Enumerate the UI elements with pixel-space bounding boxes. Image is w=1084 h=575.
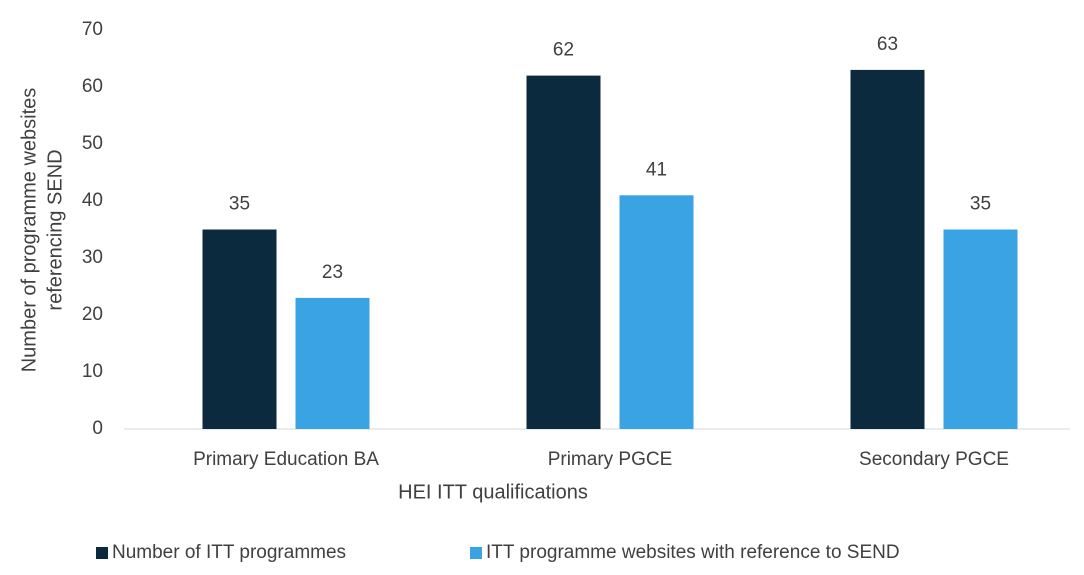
bar bbox=[943, 229, 1018, 429]
legend-label: ITT programme websites with reference to… bbox=[486, 542, 900, 563]
bar bbox=[526, 75, 601, 429]
data-label: 35 bbox=[970, 194, 991, 215]
y-tick-label: 20 bbox=[82, 304, 103, 325]
bar bbox=[850, 69, 925, 430]
bar bbox=[619, 195, 694, 429]
legend-label: Number of ITT programmes bbox=[112, 542, 346, 563]
data-label: 63 bbox=[877, 34, 898, 55]
x-axis-title: HEI ITT qualifications bbox=[398, 481, 588, 503]
y-tick-label: 30 bbox=[82, 247, 103, 268]
y-tick-label: 0 bbox=[92, 418, 103, 439]
x-tick-label: Secondary PGCE bbox=[859, 449, 1009, 470]
bar bbox=[202, 229, 277, 429]
y-tick-label: 40 bbox=[82, 190, 103, 211]
data-label: 41 bbox=[646, 159, 667, 180]
y-tick-label: 10 bbox=[82, 361, 103, 382]
y-axis-title: Number of programme websites bbox=[18, 88, 40, 373]
data-label: 23 bbox=[322, 262, 343, 283]
data-label: 35 bbox=[229, 194, 250, 215]
y-tick-label: 70 bbox=[82, 19, 103, 40]
y-tick-label: 60 bbox=[82, 76, 103, 97]
data-label: 62 bbox=[553, 40, 574, 61]
x-tick-label: Primary PGCE bbox=[548, 449, 673, 470]
x-tick-label: Primary Education BA bbox=[193, 449, 379, 470]
y-axis-title: referencing SEND bbox=[44, 149, 66, 310]
y-tick-label: 50 bbox=[82, 133, 103, 154]
legend-swatch bbox=[96, 547, 108, 559]
bar bbox=[295, 297, 370, 429]
legend-swatch bbox=[470, 547, 482, 559]
